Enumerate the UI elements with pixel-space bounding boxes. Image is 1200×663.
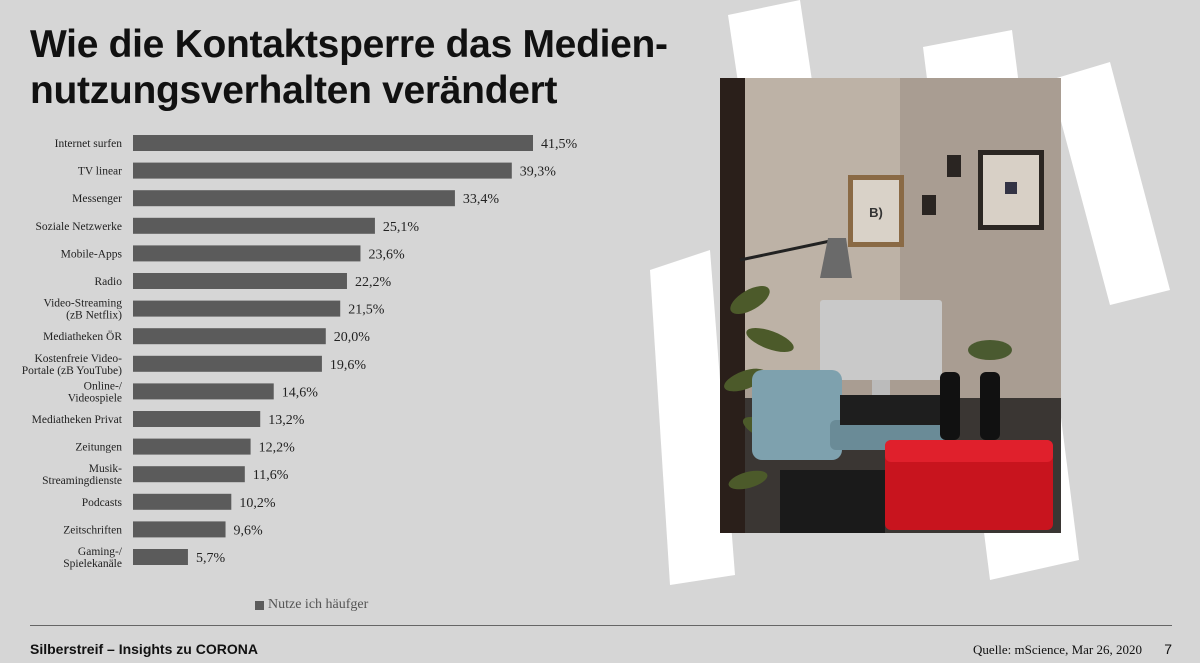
value-label: 23,6% <box>368 247 405 262</box>
category-label: Gaming-/Spielekanäle <box>63 546 123 570</box>
home-office-photo: B) <box>720 78 1061 533</box>
value-label: 13,2% <box>268 413 305 428</box>
category-label: TV linear <box>78 166 122 178</box>
value-label: 22,2% <box>355 275 392 290</box>
value-label: 19,6% <box>330 358 367 373</box>
bar <box>133 190 455 207</box>
category-label: Radio <box>95 276 123 288</box>
value-label: 33,4% <box>463 192 500 207</box>
value-label: 5,7% <box>196 551 226 566</box>
page-number: 7 <box>1164 641 1172 657</box>
footer-divider <box>30 625 1172 626</box>
category-label: Zeitungen <box>75 442 122 454</box>
bar-chart: Internet surfen 41,5% TV linear 39,3% Messen… <box>22 135 578 570</box>
bar <box>133 411 261 427</box>
legend-swatch <box>255 600 264 610</box>
bar <box>133 328 326 345</box>
value-label: 25,1% <box>383 220 420 235</box>
bar <box>133 273 347 289</box>
value-label: 12,2% <box>259 441 296 456</box>
category-label: Mediatheken Privat <box>32 414 123 426</box>
category-label: Video-Streaming (zB Netflix) <box>43 298 122 322</box>
bar <box>133 300 341 317</box>
value-label: 39,3% <box>520 165 557 180</box>
category-label: Podcasts <box>82 497 123 509</box>
value-label: 11,6% <box>253 468 289 483</box>
category-label: Messenger <box>72 193 122 205</box>
title-line-1: Wie die Kontaktsperre das Medien- <box>30 23 668 66</box>
photo-panel: B) <box>650 0 1170 585</box>
bar <box>133 355 322 372</box>
footer-source: Quelle: mScience, Mar 26, 2020 <box>973 642 1142 657</box>
category-label: Internet surfen <box>55 138 123 150</box>
bar <box>133 466 245 483</box>
legend-label: Nutze ich häufger <box>268 597 369 612</box>
bar <box>133 549 188 565</box>
bar <box>133 521 226 538</box>
category-label: Online-/Videospiele <box>68 380 123 404</box>
value-label: 20,0% <box>334 330 371 345</box>
value-label: 41,5% <box>541 137 578 152</box>
chart-legend: Nutze ich häufger <box>255 597 368 613</box>
value-label: 9,6% <box>234 523 264 538</box>
bar <box>133 245 361 262</box>
category-label: Musik-Streamingdienste <box>42 463 122 487</box>
page-title: Wie die Kontaktsperre das Medien- nutzun… <box>30 22 710 114</box>
value-label: 21,5% <box>348 303 385 318</box>
bar <box>133 162 512 179</box>
title-line-2: nutzungsverhalten verändert <box>30 69 558 112</box>
category-label: Zeitschriften <box>63 524 122 536</box>
category-label: Mobile-Apps <box>61 248 123 260</box>
bar <box>133 438 251 455</box>
category-label: Mediatheken ÖR <box>43 329 122 343</box>
frame-logo-text: B) <box>869 205 883 220</box>
value-label: 14,6% <box>282 385 319 400</box>
category-label: Soziale Netzwerke <box>35 221 122 233</box>
category-label: Kostenfreie Video-Portale (zB YouTube) <box>22 353 122 377</box>
bar <box>133 217 375 234</box>
bar <box>133 493 232 510</box>
bar <box>133 135 533 151</box>
footer-brand: Silberstreif – Insights zu CORONA <box>30 641 258 657</box>
bar <box>133 383 274 400</box>
value-label: 10,2% <box>239 496 275 511</box>
